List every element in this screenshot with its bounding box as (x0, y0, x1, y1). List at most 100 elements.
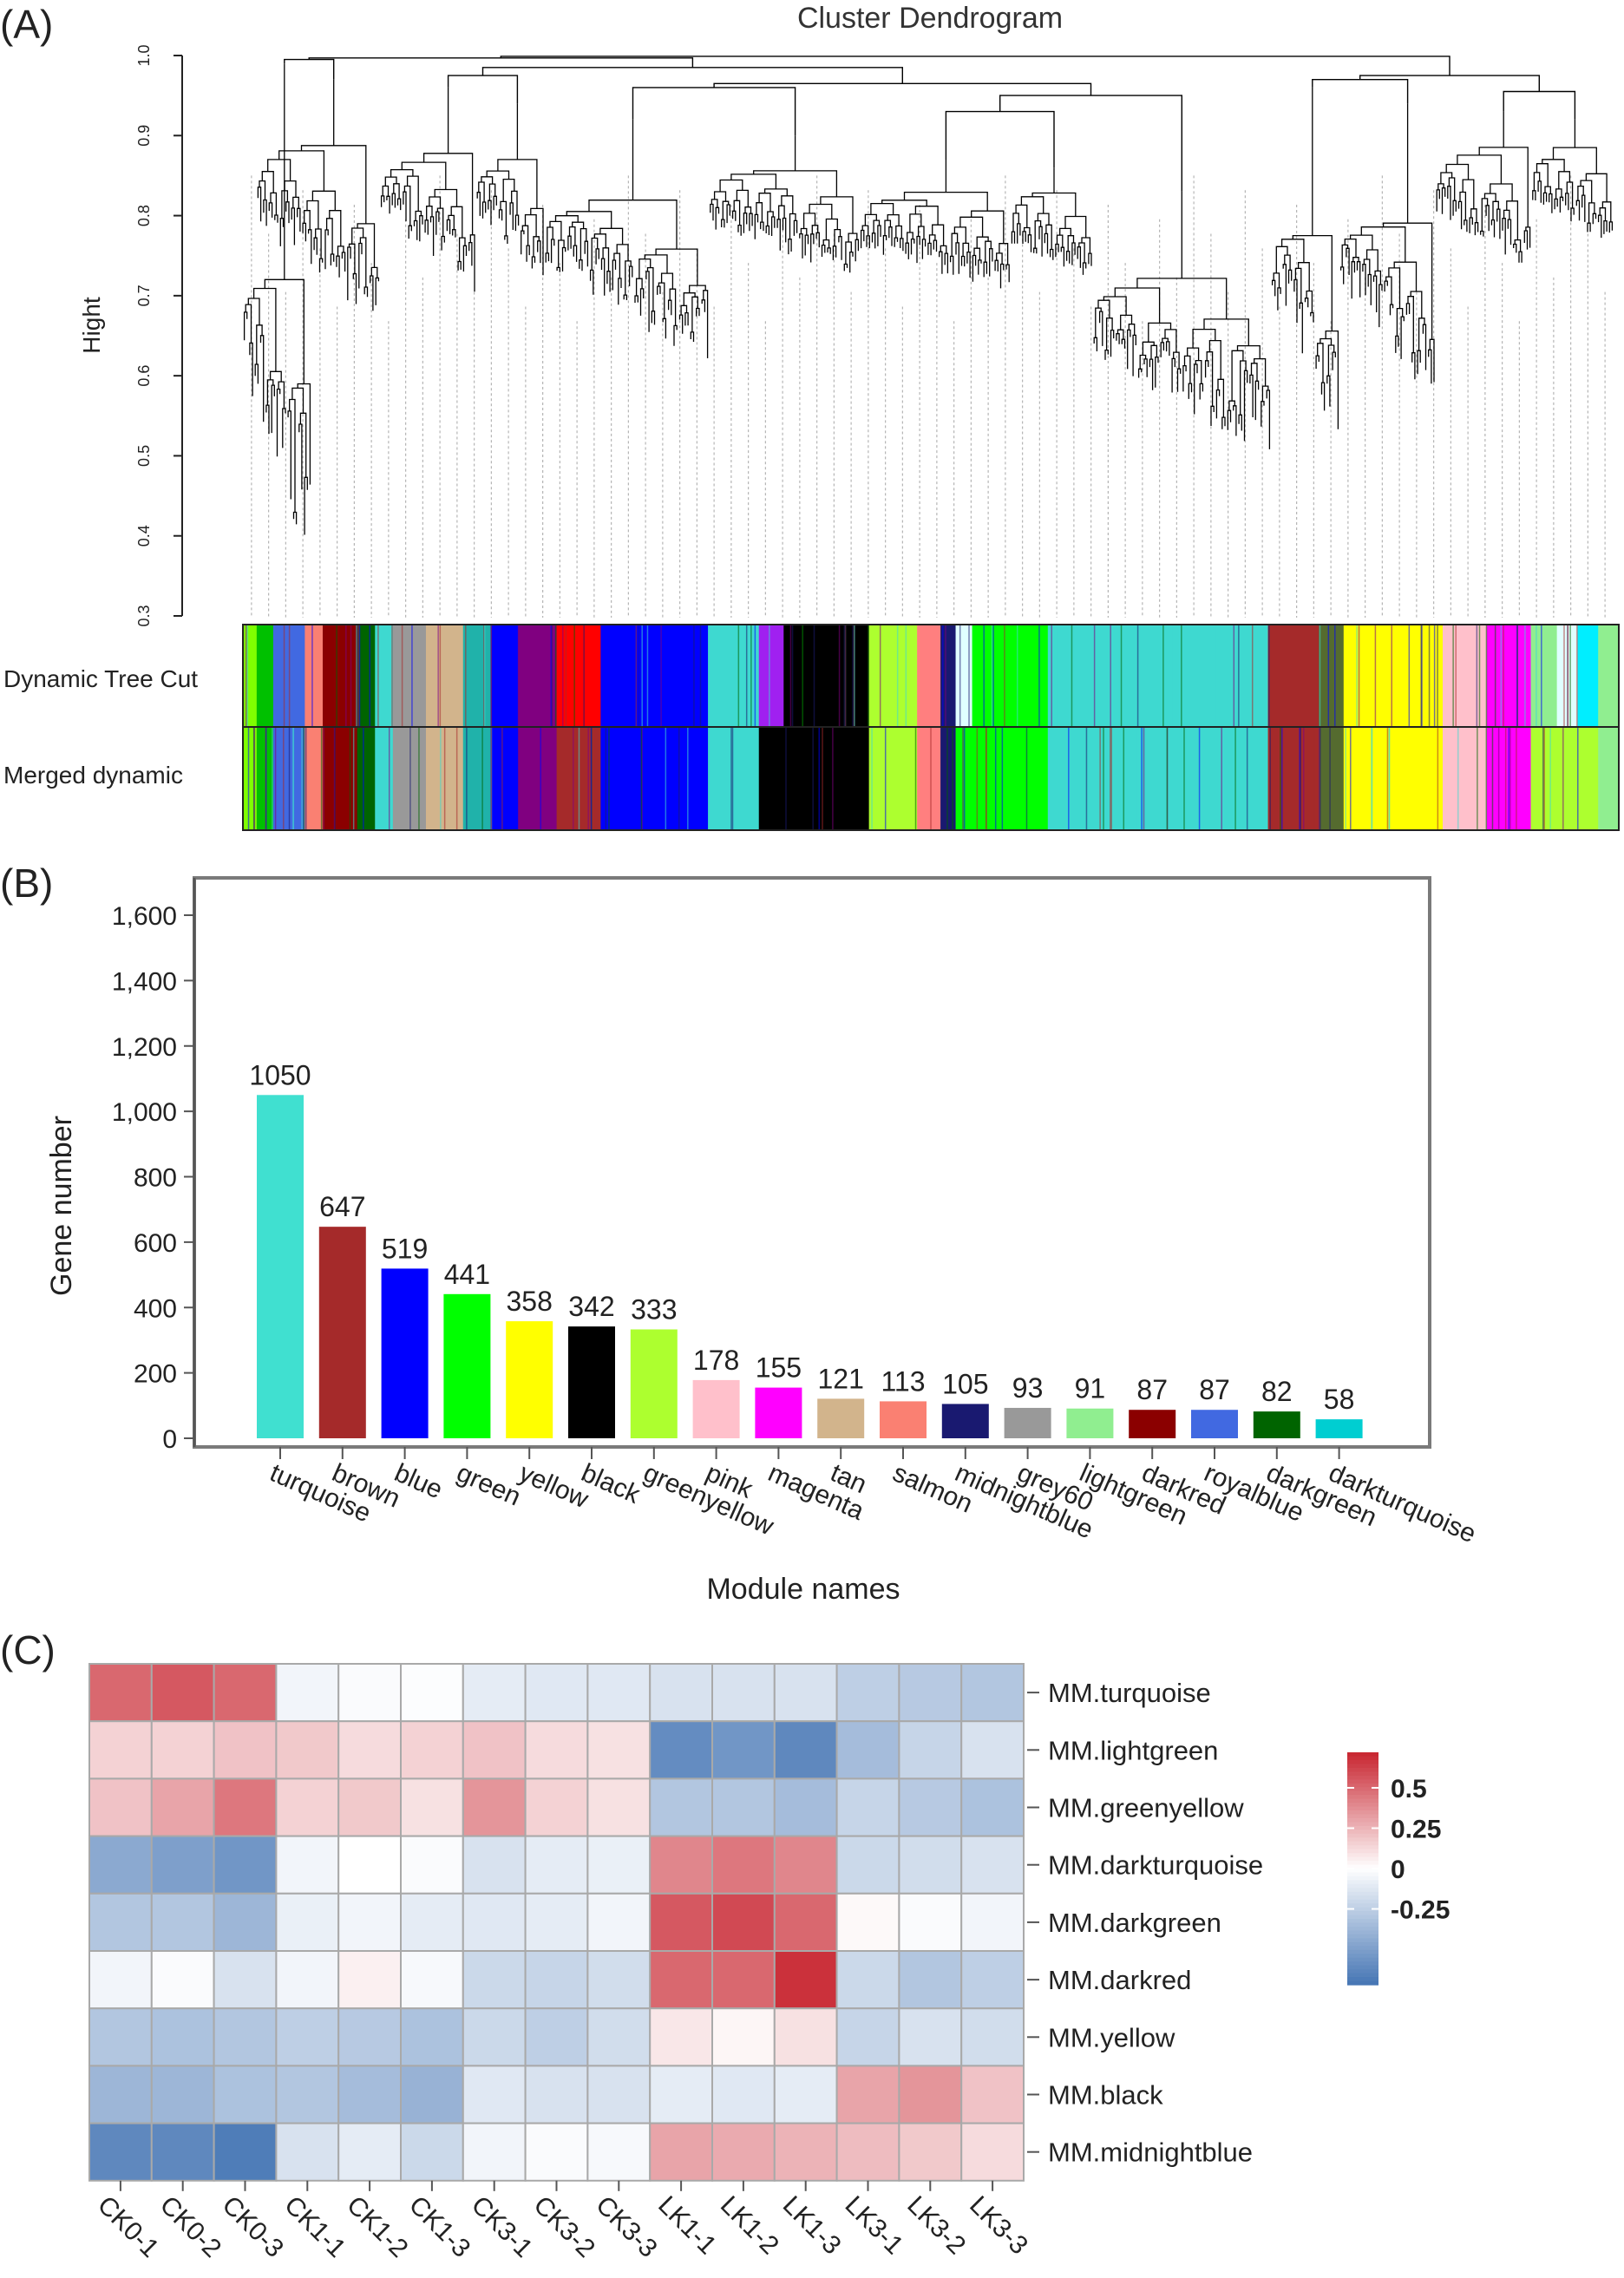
module-color-stripe (730, 727, 732, 830)
module-color-stripe (991, 625, 993, 727)
heatmap-cell (835, 1777, 900, 1837)
data-label-midnightblue: 105 (942, 1368, 988, 1399)
legend-gradient-step (1347, 1864, 1378, 1869)
module-color-stripe (288, 727, 291, 830)
dendrogram-y-axis-label: Hight (78, 297, 105, 354)
legend-gradient-step (1347, 1895, 1378, 1901)
module-color-stripe (946, 727, 948, 830)
module-color-stripe (283, 625, 285, 727)
heatmap-cell (337, 1835, 403, 1895)
data-label-green: 441 (444, 1259, 490, 1290)
heatmap-cell (337, 1892, 403, 1953)
legend-gradient-step (1347, 1911, 1378, 1916)
legend-gradient-step (1347, 1969, 1378, 1974)
heatmap-cell (524, 2007, 589, 2067)
module-color-stripe (1509, 727, 1511, 830)
dendrogram-cluster (380, 87, 475, 292)
module-color-stripe (350, 625, 352, 727)
module-color-stripe (288, 625, 291, 727)
legend-gradient-step (1347, 1961, 1378, 1967)
legend-gradient-step (1347, 1973, 1378, 1978)
data-label-yellow: 358 (507, 1286, 553, 1317)
bar-chart-y-axis-label: Gene number (45, 1116, 78, 1296)
heatmap-cell (711, 2065, 776, 2124)
heatmap-cell (649, 2122, 714, 2182)
heatmap-cell (275, 1663, 340, 1723)
module-color-stripe (501, 727, 503, 830)
heatmap-cell (898, 1835, 963, 1895)
dendrogram-branches (1532, 119, 1614, 239)
module-color-stripe (283, 727, 285, 830)
module-color-stripe (1542, 727, 1544, 830)
legend-gradient-step (1347, 1795, 1378, 1800)
y-tick-label: 0.6 (135, 365, 153, 387)
bar-tan (817, 1398, 865, 1438)
heatmap-cell (462, 1892, 527, 1953)
module-color-stripe (791, 625, 794, 727)
legend-gradient-step (1347, 1845, 1378, 1850)
module-color-stripe (1569, 625, 1571, 727)
heatmap-cell (337, 1777, 403, 1837)
heatmap-cell (462, 1720, 527, 1780)
module-color-stripe (358, 625, 361, 727)
heatmap: MM.turquoise MM.lightgreen MM.greenyellow M… (88, 1663, 1263, 2263)
heatmap-cell (773, 1950, 838, 2010)
module-color-stripe (357, 625, 360, 727)
module-color-segment (1442, 727, 1488, 830)
module-color-segment (1486, 625, 1531, 727)
module-color-stripe (1120, 625, 1123, 727)
module-color-stripe (660, 625, 662, 727)
module-color-rows (242, 624, 1620, 831)
row-label: MM.midnightblue (1048, 2137, 1253, 2168)
module-color-stripe (731, 727, 734, 830)
dendrogram-branches (545, 119, 709, 358)
module-color-stripe (1172, 625, 1174, 727)
legend-gradient-step (1347, 1946, 1378, 1951)
heatmap-cell (275, 1892, 340, 1953)
module-color-stripe (345, 625, 347, 727)
panel-b: (B) Gene number Module names 0 200 400 600 8… (0, 861, 1480, 1606)
module-color-stripe (1071, 625, 1073, 727)
module-color-stripe (1508, 727, 1509, 830)
heatmap-cell (150, 1892, 215, 1953)
heatmap-cell (649, 2007, 714, 2067)
module-color-segment (392, 625, 427, 727)
module-color-segment (304, 625, 324, 727)
heatmap-cell (960, 1950, 1025, 2010)
module-color-stripe (952, 727, 953, 830)
module-color-stripe (1549, 727, 1551, 830)
module-color-stripe (646, 625, 649, 727)
legend-gradient-step (1347, 1875, 1378, 1881)
legend-gradient-step (1347, 1891, 1378, 1896)
row-dynamic-tree-cut (243, 625, 1620, 727)
row-label: MM.darkgreen (1048, 1908, 1221, 1938)
legend-gradient-step (1347, 1941, 1378, 1947)
module-color-stripe (301, 727, 303, 830)
module-color-stripe (1166, 727, 1169, 830)
heatmap-cell (773, 1835, 838, 1895)
module-color-stripe (914, 727, 917, 830)
module-color-stripe (641, 625, 643, 727)
module-color-stripe (1503, 625, 1504, 727)
dendrogram-cluster (1093, 191, 1271, 449)
module-color-stripe (1524, 625, 1526, 727)
module-color-segment (1577, 625, 1599, 727)
heatmap-cell (898, 2122, 963, 2182)
column-label: CK3-2 (528, 2190, 600, 2262)
y-tick-label: 200 (134, 1360, 177, 1389)
heatmap-cell (773, 1892, 838, 1953)
module-color-segment (1598, 625, 1620, 727)
module-color-segment (304, 727, 324, 830)
module-color-stripe (265, 727, 267, 830)
heatmap-cell (711, 1777, 776, 1837)
bar-green (443, 1293, 491, 1438)
bar-black (568, 1326, 615, 1438)
column-label: CK3-3 (590, 2190, 662, 2262)
heatmap-cell (649, 1663, 714, 1723)
module-color-stripe (884, 727, 887, 830)
heatmap-cell (773, 1720, 838, 1780)
module-color-stripe (274, 727, 277, 830)
heatmap-cell (275, 1835, 340, 1895)
legend-gradient-step (1347, 1756, 1378, 1761)
data-label-darkturquoise: 58 (1324, 1384, 1355, 1415)
